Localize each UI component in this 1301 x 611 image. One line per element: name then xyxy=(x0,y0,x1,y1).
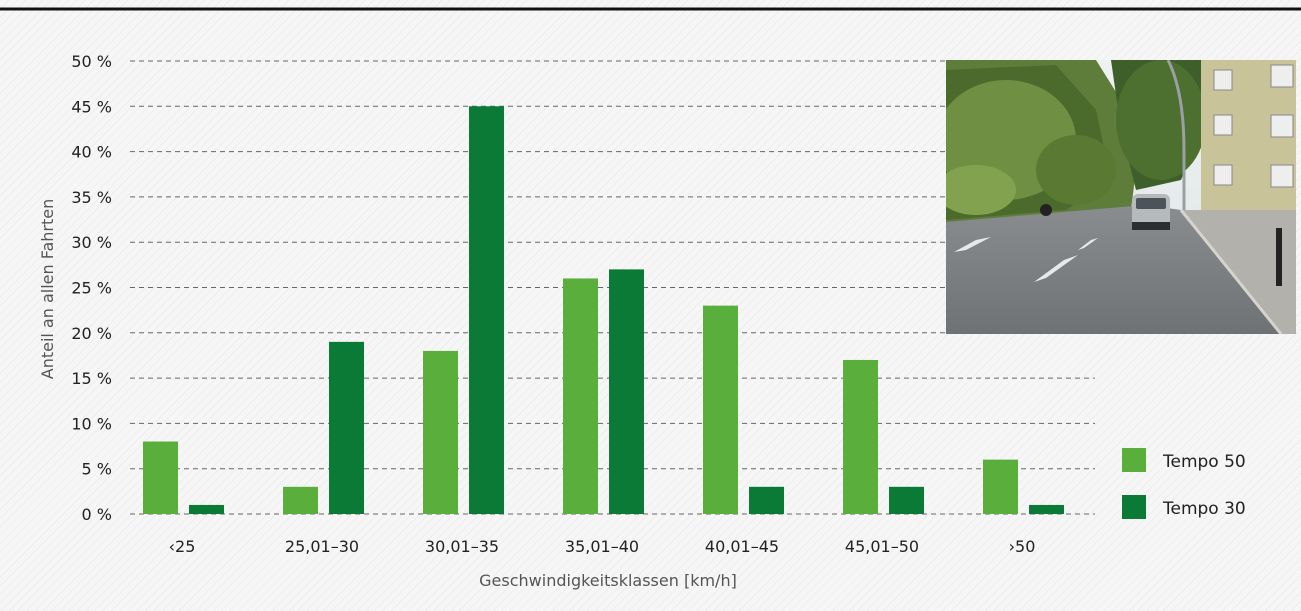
bar-tempo30-0 xyxy=(189,504,224,514)
y-tick-0: 0 % xyxy=(82,505,112,524)
grid-layer xyxy=(130,60,1095,515)
legend-swatch-0 xyxy=(1122,448,1146,472)
y-tick-3: 15 % xyxy=(71,369,112,388)
y-tick-labels: 0 % 5 % 10 % 15 % 20 % 25 % 30 % 35 % 40 % 45 % 50… xyxy=(71,52,112,524)
street-photo xyxy=(946,60,1296,334)
x-tick-4: 40,01–45 xyxy=(705,537,779,556)
bar-tempo30-6 xyxy=(1029,504,1064,514)
y-tick-5: 25 % xyxy=(71,279,112,298)
y-axis-label: Anteil an allen Fahrten xyxy=(38,199,57,380)
y-tick-7: 35 % xyxy=(71,188,112,207)
x-tick-1: 25,01–30 xyxy=(285,537,359,556)
bar-tempo50-0 xyxy=(143,441,178,514)
bar-tempo50-3 xyxy=(563,278,598,514)
bar-tempo30-3 xyxy=(609,269,644,514)
street-photo-icon xyxy=(946,60,1296,334)
x-tick-labels: ‹25 25,01–30 30,01–35 35,01–40 40,01–45 45,01… xyxy=(169,537,1036,556)
y-tick-2: 10 % xyxy=(71,414,112,433)
y-tick-8: 40 % xyxy=(71,143,112,162)
y-tick-10: 50 % xyxy=(71,52,112,71)
x-tick-3: 35,01–40 xyxy=(565,537,639,556)
x-axis-label: Geschwindigkeitsklassen [km/h] xyxy=(479,571,737,590)
bar-tempo30-1 xyxy=(329,341,364,514)
legend-label-0: Tempo 50 xyxy=(1162,452,1246,472)
bar-tempo50-6 xyxy=(983,459,1018,514)
legend-label-1: Tempo 30 xyxy=(1162,499,1246,519)
legend-swatch-1 xyxy=(1122,495,1146,519)
x-tick-5: 45,01–50 xyxy=(845,537,919,556)
y-tick-4: 20 % xyxy=(71,324,112,343)
y-tick-1: 5 % xyxy=(82,460,112,479)
bar-tempo30-5 xyxy=(889,486,924,514)
legend: Tempo 50 Tempo 30 xyxy=(1122,448,1246,519)
bar-tempo50-5 xyxy=(843,359,878,514)
bars-layer xyxy=(143,106,1064,515)
x-tick-0: ‹25 xyxy=(169,537,196,556)
bar-tempo50-2 xyxy=(423,350,458,514)
bar-tempo50-4 xyxy=(703,305,738,514)
bar-tempo30-2 xyxy=(469,106,504,515)
x-tick-2: 30,01–35 xyxy=(425,537,499,556)
x-tick-6: ›50 xyxy=(1009,537,1036,556)
bar-tempo30-4 xyxy=(749,486,784,514)
y-tick-9: 45 % xyxy=(71,97,112,116)
y-tick-6: 30 % xyxy=(71,233,112,252)
bar-tempo50-1 xyxy=(283,486,318,514)
